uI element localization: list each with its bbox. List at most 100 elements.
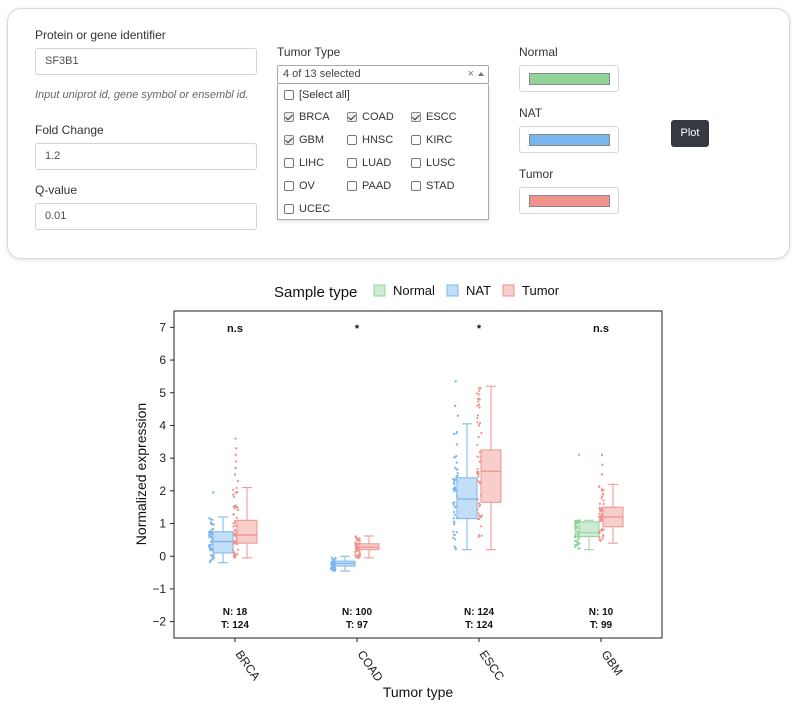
option-ucec[interactable]: UCEC [284, 203, 330, 215]
escc-nat-point [453, 480, 456, 483]
option-paad[interactable]: PAAD [347, 180, 391, 192]
escc-nat-point [455, 531, 458, 534]
coad-nat-point [334, 557, 337, 560]
gbm-normal-point [577, 543, 580, 546]
gbm-normal-iqr [578, 521, 600, 538]
coad-t-count: T: 97 [346, 620, 369, 631]
brca-tumor-point [231, 548, 235, 551]
plot-button[interactable]: Plot [671, 120, 709, 147]
checkbox-brca[interactable] [284, 112, 294, 122]
clear-icon[interactable]: × [467, 68, 474, 80]
y-tick-label: 4 [159, 418, 166, 432]
brca-tumor-point [235, 516, 238, 520]
gene-label: Protein or gene identifier [35, 28, 166, 42]
tumor-color-picker[interactable] [519, 187, 619, 214]
escc-nat-point [455, 443, 459, 446]
option-coad[interactable]: COAD [347, 111, 394, 123]
option-luad[interactable]: LUAD [347, 157, 391, 169]
checkbox-escc[interactable] [411, 112, 421, 122]
q-value-input[interactable]: 0.01 [35, 203, 257, 230]
checkbox-paad[interactable] [347, 181, 357, 191]
coad-tumor-point [353, 550, 357, 554]
gbm-tumor-point [602, 502, 605, 506]
escc-nat-point [456, 472, 459, 475]
coad-tumor-point [356, 547, 359, 550]
gbm-tumor-point [601, 527, 604, 530]
checkbox-lihc[interactable] [284, 158, 294, 168]
gene-input[interactable]: SF3B1 [35, 48, 257, 75]
fold-change-input[interactable]: 1.2 [35, 143, 257, 170]
checkbox-gbm[interactable] [284, 135, 294, 145]
gbm-tumor-point [599, 539, 602, 542]
brca-tumor-point [232, 539, 235, 542]
coad-tumor-point [358, 537, 361, 540]
checkbox-ov[interactable] [284, 181, 294, 191]
checkbox-stad[interactable] [411, 181, 421, 191]
escc-tumor-point [478, 451, 481, 454]
option-gbm[interactable]: GBM [284, 134, 324, 146]
checkbox-luad[interactable] [347, 158, 357, 168]
escc-nat-point [453, 533, 456, 537]
checkbox-coad[interactable] [347, 112, 357, 122]
option-lusc[interactable]: LUSC [411, 157, 455, 169]
checkbox-kirc[interactable] [411, 135, 421, 145]
brca-nat-point [211, 558, 214, 561]
checkbox-ucec[interactable] [284, 204, 294, 214]
option-kirc[interactable]: KIRC [411, 134, 452, 146]
gbm-tumor-point [601, 495, 604, 498]
coad-nat-point [332, 560, 335, 564]
gbm-normal-point [574, 532, 577, 535]
gbm-tumor-outlier [600, 473, 604, 476]
checkbox-lusc[interactable] [411, 158, 421, 168]
escc-tumor-point [478, 406, 481, 409]
gbm-tumor-point [598, 520, 601, 523]
gbm-tumor-point [601, 537, 604, 540]
brca-nat-point [209, 554, 213, 557]
gbm-tumor-point [600, 489, 604, 492]
option-hnsc[interactable]: HNSC [347, 134, 393, 146]
brca-nat-point [209, 518, 212, 521]
escc-nat-point [452, 530, 455, 534]
gbm-normal-point [576, 533, 579, 536]
chevron-up-icon[interactable] [478, 72, 484, 76]
coad-nat-point [331, 558, 334, 561]
option-lihc[interactable]: LIHC [284, 157, 324, 169]
gbm-normal-point [577, 547, 580, 550]
brca-tumor-outlier [234, 437, 237, 440]
escc-tumor-point [476, 443, 479, 447]
gbm-normal-point [577, 538, 580, 541]
escc-tumor-point [478, 389, 481, 392]
option-escc[interactable]: ESCC [411, 111, 457, 123]
gbm-tumor-point [598, 512, 601, 515]
brca-tumor-box [231, 437, 258, 559]
checkbox-select-all[interactable] [284, 90, 294, 100]
checkbox-hnsc[interactable] [347, 135, 357, 145]
escc-nat-point [453, 478, 456, 481]
option-ov[interactable]: OV [284, 180, 315, 192]
y-tick-label: 7 [159, 320, 166, 334]
brca-nat-point [209, 540, 213, 543]
gbm-normal-point [575, 525, 579, 528]
normal-color-picker[interactable] [519, 65, 619, 92]
brca-tumor-point [232, 513, 235, 516]
escc-nat-point [453, 521, 456, 525]
coad-tumor-point [355, 556, 358, 559]
brca-nat-point [210, 532, 213, 535]
option-brca[interactable]: BRCA [284, 111, 330, 123]
escc-tumor-point [478, 421, 482, 424]
escc-nat-point [454, 455, 457, 459]
escc-t-count: T: 124 [465, 620, 493, 631]
escc-nat-point [452, 503, 455, 506]
y-tick-label: 3 [159, 451, 166, 465]
brca-tumor-point [236, 490, 239, 494]
gbm-tumor-point [598, 485, 601, 488]
escc-tumor-point [478, 514, 481, 518]
option-select-all[interactable]: [Select all] [284, 89, 350, 101]
tumor-type-select[interactable]: 4 of 13 selected × [277, 65, 489, 84]
brca-nat-point [209, 521, 213, 524]
option-stad[interactable]: STAD [411, 180, 455, 192]
escc-tumor-box [475, 385, 502, 551]
coad-tumor-point [357, 539, 360, 542]
nat-color-picker[interactable] [519, 126, 619, 153]
escc-tumor-point [477, 472, 480, 475]
